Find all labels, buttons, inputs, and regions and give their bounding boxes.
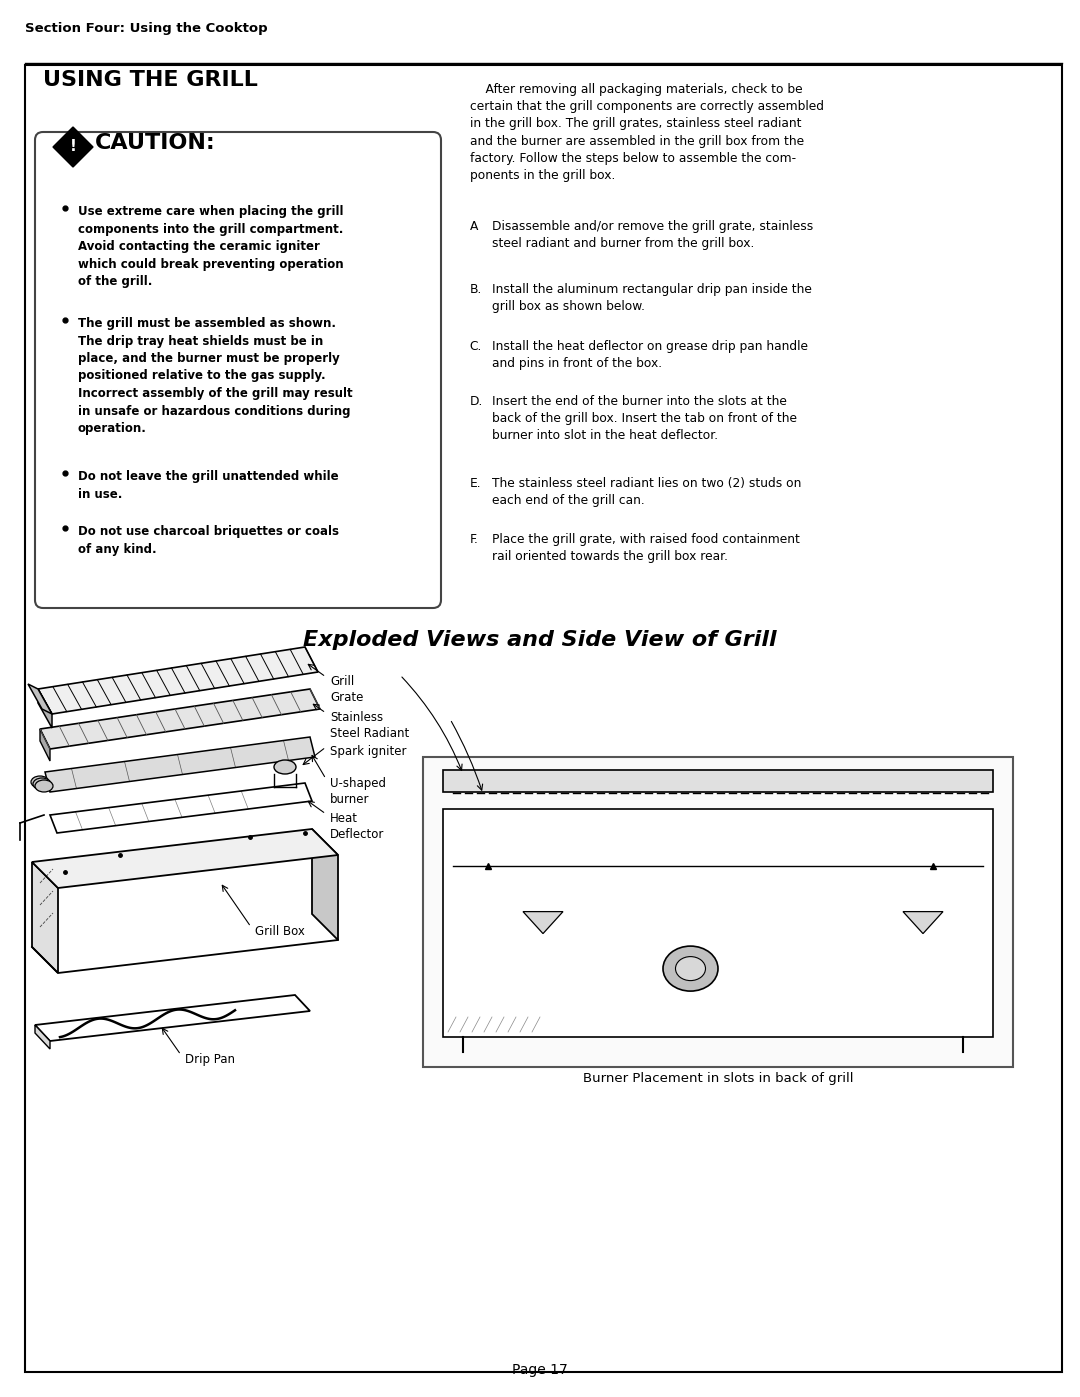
Ellipse shape (663, 946, 718, 990)
Text: Place the grill grate, with raised food containment
rail oriented towards the gr: Place the grill grate, with raised food … (491, 534, 799, 563)
Text: Use extreme care when placing the grill
components into the grill compartment.
A: Use extreme care when placing the grill … (78, 205, 343, 288)
Text: C.: C. (470, 339, 482, 353)
Text: Spark igniter: Spark igniter (330, 745, 406, 759)
Text: Insert the end of the burner into the slots at the
back of the grill box. Insert: Insert the end of the burner into the sl… (491, 395, 797, 443)
Text: Page 17: Page 17 (512, 1363, 568, 1377)
Text: Section Four: Using the Cooktop: Section Four: Using the Cooktop (25, 22, 268, 35)
Polygon shape (38, 647, 318, 714)
Polygon shape (40, 729, 50, 761)
Polygon shape (45, 738, 315, 792)
Ellipse shape (274, 760, 296, 774)
Text: !: ! (69, 138, 77, 154)
Polygon shape (35, 995, 310, 1041)
Text: After removing all packaging materials, check to be
certain that the grill compo: After removing all packaging materials, … (470, 82, 824, 182)
Text: CAUTION:: CAUTION: (95, 133, 216, 154)
FancyBboxPatch shape (443, 809, 993, 1037)
Ellipse shape (33, 778, 51, 789)
Ellipse shape (31, 775, 49, 788)
Text: F.: F. (470, 534, 478, 546)
Text: USING THE GRILL: USING THE GRILL (43, 70, 258, 89)
Text: Install the aluminum rectangular drip pan inside the
grill box as shown below.: Install the aluminum rectangular drip pa… (491, 284, 812, 313)
Text: The grill must be assembled as shown.
The drip tray heat shields must be in
plac: The grill must be assembled as shown. Th… (78, 317, 353, 434)
FancyBboxPatch shape (35, 131, 441, 608)
Text: Install the heat deflector on grease drip pan handle
and pins in front of the bo: Install the heat deflector on grease dri… (491, 339, 808, 370)
Text: B.: B. (470, 284, 482, 296)
Text: E.: E. (470, 476, 482, 490)
Polygon shape (32, 828, 338, 888)
FancyBboxPatch shape (443, 770, 993, 792)
Polygon shape (32, 862, 58, 972)
Text: D.: D. (470, 395, 483, 408)
Text: Grill Box: Grill Box (255, 925, 305, 937)
Text: Drip Pan: Drip Pan (185, 1053, 235, 1066)
Text: Heat
Deflector: Heat Deflector (330, 812, 384, 841)
Text: Disassemble and/or remove the grill grate, stainless
steel radiant and burner fr: Disassemble and/or remove the grill grat… (491, 219, 813, 250)
Polygon shape (523, 912, 563, 933)
Text: U-shaped
burner: U-shaped burner (330, 777, 386, 806)
Polygon shape (35, 1025, 50, 1049)
Text: The stainless steel radiant lies on two (2) studs on
each end of the grill can.: The stainless steel radiant lies on two … (491, 476, 801, 507)
Text: Exploded Views and Side View of Grill: Exploded Views and Side View of Grill (303, 630, 777, 650)
Polygon shape (50, 782, 312, 833)
Polygon shape (903, 912, 943, 933)
Polygon shape (28, 685, 52, 714)
Text: Stainless
Steel Radiant: Stainless Steel Radiant (330, 711, 409, 740)
Polygon shape (38, 689, 52, 728)
Ellipse shape (35, 780, 53, 792)
Polygon shape (53, 127, 93, 168)
Text: Do not leave the grill unattended while
in use.: Do not leave the grill unattended while … (78, 469, 339, 500)
Text: A: A (470, 219, 478, 233)
FancyBboxPatch shape (423, 757, 1013, 1067)
Polygon shape (312, 828, 338, 940)
Text: Grill
Grate: Grill Grate (330, 675, 363, 704)
Ellipse shape (675, 957, 705, 981)
Text: Do not use charcoal briquettes or coals
of any kind.: Do not use charcoal briquettes or coals … (78, 525, 339, 556)
Text: Burner Placement in slots in back of grill: Burner Placement in slots in back of gri… (583, 1071, 853, 1085)
FancyBboxPatch shape (25, 66, 1062, 1372)
Polygon shape (40, 689, 320, 749)
